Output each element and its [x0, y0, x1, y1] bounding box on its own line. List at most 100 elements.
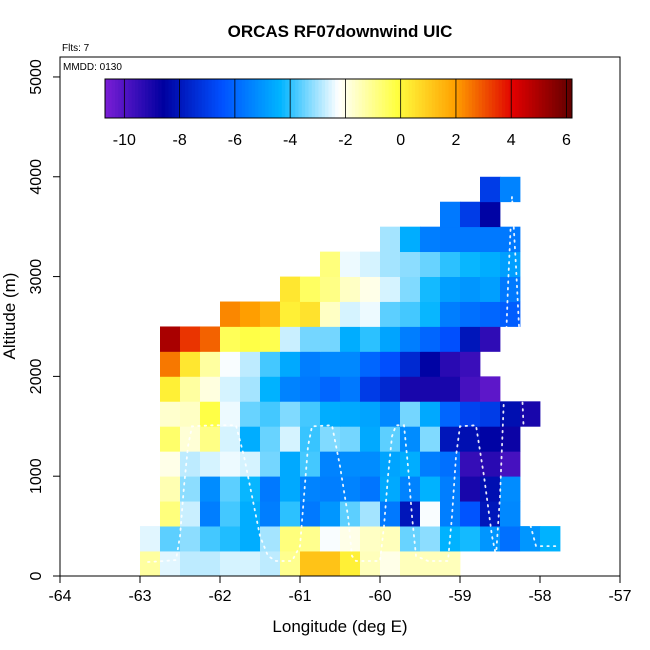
x-tick-label: -62	[208, 588, 231, 605]
heatmap-cell	[420, 301, 441, 327]
colorbar: -10 -8 -6 -4 -2 0 2 4 6	[104, 78, 573, 149]
colorbar-segment	[481, 79, 486, 118]
heatmap-cell	[460, 201, 481, 228]
colorbar-segment	[558, 79, 563, 118]
heatmap-cell	[380, 426, 401, 452]
heatmap-cell	[420, 401, 441, 427]
colorbar-segment	[121, 79, 126, 118]
heatmap-cell	[360, 476, 381, 502]
colorbar-segment	[348, 79, 353, 118]
heatmap-cell	[160, 526, 181, 552]
heatmap-cell	[340, 376, 361, 402]
heatmap-cell	[420, 526, 441, 552]
colorbar-tick-label: 4	[507, 132, 516, 149]
colorbar-tick-label: -2	[338, 132, 352, 149]
heatmap-cell	[240, 301, 261, 327]
colorbar-segment	[531, 79, 536, 118]
colorbar-segment	[418, 79, 423, 118]
heatmap-cell	[500, 176, 521, 203]
colorbar-segment	[261, 79, 266, 118]
heatmap-cell	[440, 376, 461, 402]
colorbar-segment	[245, 79, 249, 118]
heatmap-cell	[460, 301, 481, 327]
heatmap-cell	[220, 351, 241, 377]
heatmap-cell	[200, 476, 221, 502]
colorbar-segment	[108, 79, 113, 118]
colorbar-tick-label: -4	[283, 132, 297, 149]
heatmap-cell	[300, 526, 321, 552]
heatmap-cell	[280, 326, 301, 352]
x-axis-title: Longitude (deg E)	[272, 617, 407, 636]
colorbar-segment	[485, 79, 490, 118]
colorbar-segment	[198, 79, 203, 118]
heatmap-cell	[180, 501, 201, 527]
flight-track-line	[147, 196, 557, 563]
heatmap-cell	[340, 526, 361, 552]
colorbar-tick-label: -8	[172, 132, 186, 149]
colorbar-segment	[248, 79, 253, 118]
heatmap-cell	[340, 401, 361, 427]
heatmap-cell	[280, 376, 301, 402]
colorbar-segment	[191, 79, 196, 118]
colorbar-segment	[371, 79, 376, 118]
x-tick-label: -64	[48, 588, 71, 605]
heatmap-cell	[360, 551, 381, 577]
heatmap-cell	[180, 401, 201, 427]
heatmap-cell	[320, 326, 341, 352]
colorbar-segment	[171, 79, 176, 118]
colorbar-segment	[188, 79, 193, 118]
heatmap-cell	[380, 251, 401, 277]
heatmap-cell	[380, 326, 401, 352]
heatmap-cell	[440, 551, 461, 577]
colorbar-tick-label: 0	[396, 132, 405, 149]
heatmap-cell	[160, 351, 181, 377]
colorbar-segment	[291, 79, 296, 118]
heatmap-cell	[480, 301, 501, 327]
y-axis: 0 1000 2000 3000 4000 5000	[28, 59, 60, 580]
colorbar-segment	[375, 79, 380, 118]
heatmap-cell	[220, 526, 241, 552]
heatmap-cell	[360, 401, 381, 427]
heatmap-cell	[260, 401, 281, 427]
heatmap-cell	[440, 451, 461, 477]
x-tick-label: -60	[368, 588, 391, 605]
plot-frame	[59, 56, 621, 577]
colorbar-segment	[278, 79, 283, 118]
heatmap-cell	[360, 351, 381, 377]
heatmap-cell	[440, 251, 461, 277]
y-tick-label: 1000	[28, 458, 45, 494]
colorbar-segment	[265, 79, 269, 118]
heatmap-cell	[260, 326, 281, 352]
heatmap-cell	[280, 501, 301, 527]
colorbar-segment	[215, 79, 219, 118]
heatmap-cell	[400, 526, 421, 552]
heatmap-cell	[460, 451, 481, 477]
colorbar-segment	[211, 79, 216, 118]
colorbar-segment	[165, 79, 169, 118]
colorbar-segment	[385, 79, 390, 118]
colorbar-segment	[271, 79, 276, 118]
heatmap-cell	[200, 551, 221, 577]
colorbar-segment	[358, 79, 363, 118]
colorbar-segment	[501, 79, 506, 118]
heatmap-cell	[340, 426, 361, 452]
x-axis: -64 -63 -62 -61 -60 -59 -58 -57	[48, 576, 632, 605]
colorbar-segment	[465, 79, 470, 118]
colorbar-segment	[318, 79, 323, 118]
heatmap-cell	[180, 376, 201, 402]
colorbar-segment	[111, 79, 116, 118]
heatmap-cell	[260, 526, 281, 552]
heatmap-cell	[180, 326, 201, 352]
heatmap-cell	[160, 401, 181, 427]
colorbar-segment	[518, 79, 523, 118]
heatmap-cell	[440, 276, 461, 302]
heatmap-cell	[240, 351, 261, 377]
colorbar-segment	[201, 79, 206, 118]
heatmap-cell	[320, 451, 341, 477]
heatmap-cell	[240, 451, 261, 477]
heatmap-cell	[440, 476, 461, 502]
heatmap-cell	[440, 401, 461, 427]
colorbar-segment	[435, 79, 440, 118]
colorbar-segment	[298, 79, 303, 118]
colorbar-segment	[281, 79, 286, 118]
